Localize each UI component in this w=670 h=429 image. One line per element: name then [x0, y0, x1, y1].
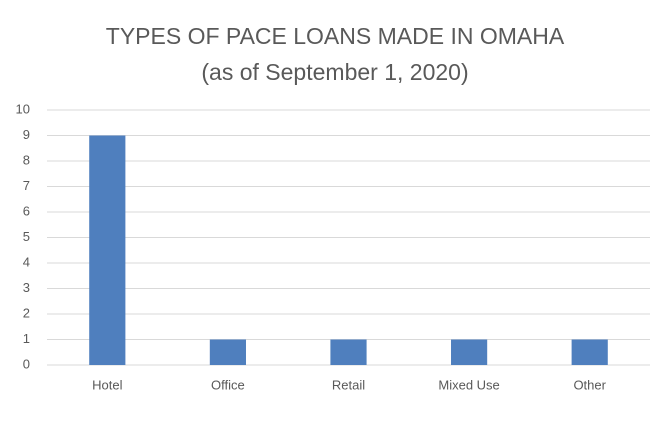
y-tick-label: 6	[23, 203, 30, 218]
y-tick-label: 7	[23, 178, 30, 193]
bar	[571, 339, 608, 365]
y-tick-label: 0	[23, 356, 30, 371]
x-tick-label: Other	[573, 377, 606, 392]
y-tick-label: 10	[16, 101, 30, 116]
x-tick-label: Mixed Use	[438, 377, 499, 392]
y-tick-label: 1	[23, 331, 30, 346]
y-tick-label: 3	[23, 280, 30, 295]
x-tick-label: Office	[211, 377, 245, 392]
y-tick-label: 2	[23, 305, 30, 320]
bar	[330, 339, 367, 365]
chart-subtitle: (as of September 1, 2020)	[201, 59, 468, 85]
chart-title: TYPES OF PACE LOANS MADE IN OMAHA	[106, 23, 565, 49]
x-tick-label: Retail	[332, 377, 365, 392]
y-tick-label: 4	[23, 254, 30, 269]
bar	[89, 135, 126, 365]
y-tick-label: 5	[23, 229, 30, 244]
y-tick-label: 9	[23, 127, 30, 142]
bar	[209, 339, 246, 365]
x-tick-label: Hotel	[92, 377, 122, 392]
y-tick-label: 8	[23, 152, 30, 167]
bar	[451, 339, 488, 365]
